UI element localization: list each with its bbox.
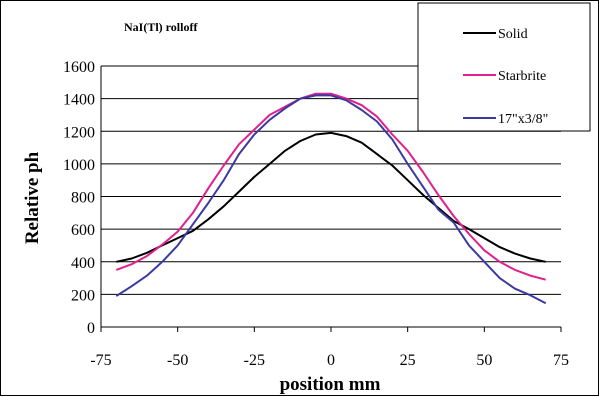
x-tick-label: 50 (476, 352, 492, 369)
y-tick-label: 1000 (63, 157, 95, 174)
x-tick-label: 75 (553, 352, 569, 369)
y-tick-label: 1400 (63, 92, 95, 109)
x-tick-label: 0 (327, 352, 335, 369)
y-tick-label: 0 (87, 320, 95, 337)
axes (100, 66, 562, 332)
x-tick-label: -75 (90, 352, 111, 369)
x-tick-label: 25 (400, 352, 416, 369)
y-tick-label: 400 (71, 255, 95, 272)
y-tick-label: 200 (71, 287, 95, 304)
legend-label: 17"x3/8" (498, 112, 548, 127)
legend-label: Starbrite (498, 69, 546, 84)
x-tick-label: -50 (167, 352, 188, 369)
x-axis-label: position mm (280, 374, 381, 395)
series-line-0 (116, 131, 546, 263)
y-tick-label: 1600 (63, 59, 95, 76)
x-tick-label: -25 (244, 352, 265, 369)
y-axis-label: Relative ph (22, 151, 43, 244)
legend-label: Solid (498, 27, 528, 42)
legend: Solid Starbrite 17"x3/8" (417, 2, 591, 132)
y-tick-labels: 0 200 400 600 800 1000 1200 1400 1600 (63, 59, 95, 337)
y-tick-label: 800 (71, 190, 95, 207)
y-tick-label: 1200 (63, 124, 95, 141)
legend-box (417, 2, 591, 132)
y-tick-label: 600 (71, 222, 95, 239)
series-lines (115, 92, 547, 305)
x-tick-labels: -75 -50 -25 0 25 50 75 (90, 352, 569, 369)
series-line-1 (115, 92, 546, 281)
chart-title: NaI(Tl) rolloff (124, 20, 198, 34)
series-line-2 (115, 94, 547, 305)
gridlines (101, 65, 561, 295)
